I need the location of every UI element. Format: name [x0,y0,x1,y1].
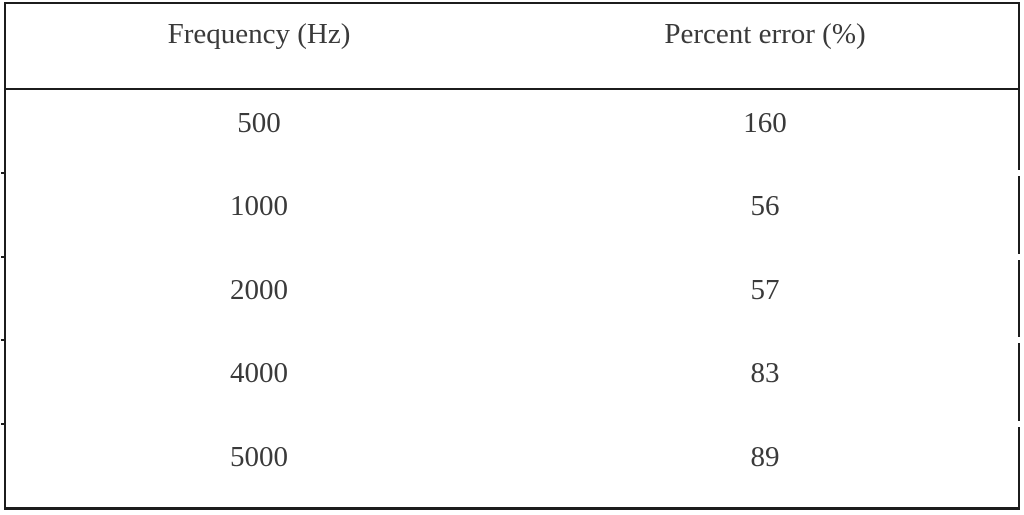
percent-error-cell: 83 [750,357,780,390]
table-row: 4000 83 [1,337,1020,423]
frequency-cell: 1000 [230,190,288,223]
table-row: 1000 56 [1,170,1020,256]
frequency-cell: 2000 [230,273,288,306]
frequency-cell: 5000 [230,440,288,473]
table-row: 5000 89 [1,420,1020,507]
table-header-row: Frequency (Hz) Percent error (%) [6,4,1018,90]
table-row: 500 160 [6,90,1018,173]
percent-error-cell: 89 [750,440,780,473]
table-row: 2000 57 [1,253,1020,340]
frequency-cell: 500 [237,107,281,139]
percent-error-cell: 56 [750,190,780,223]
percent-error-cell: 57 [750,273,780,306]
column-header-frequency: Frequency (Hz) [167,18,351,50]
frequency-cell: 4000 [230,357,288,390]
percent-error-cell: 160 [743,107,787,139]
column-header-percent-error: Percent error (%) [664,18,866,50]
